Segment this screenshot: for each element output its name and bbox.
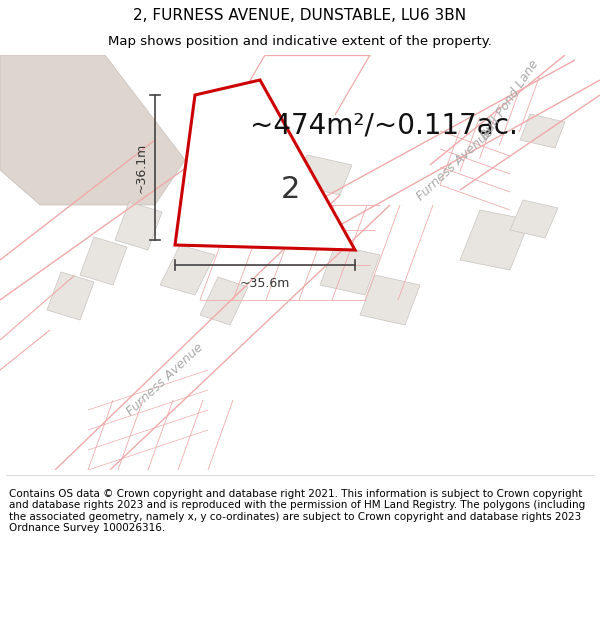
Polygon shape [47, 272, 94, 320]
Polygon shape [200, 277, 248, 325]
Text: ~35.6m: ~35.6m [240, 277, 290, 290]
Polygon shape [80, 237, 127, 285]
Text: ~36.1m: ~36.1m [135, 142, 148, 192]
Text: ~474m²/~0.117ac.: ~474m²/~0.117ac. [250, 111, 518, 139]
Text: Map shows position and indicative extent of the property.: Map shows position and indicative extent… [108, 35, 492, 48]
Text: Bull Pond Lane: Bull Pond Lane [479, 58, 541, 142]
Text: Furness Avenue: Furness Avenue [414, 126, 496, 204]
Polygon shape [0, 55, 185, 205]
Polygon shape [510, 200, 558, 238]
Polygon shape [160, 245, 215, 295]
Polygon shape [295, 155, 352, 195]
Polygon shape [460, 210, 530, 270]
Text: Contains OS data © Crown copyright and database right 2021. This information is : Contains OS data © Crown copyright and d… [9, 489, 585, 533]
Text: Furness Avenue: Furness Avenue [124, 341, 206, 419]
Polygon shape [520, 114, 565, 148]
Polygon shape [115, 202, 162, 250]
Text: 2: 2 [280, 176, 299, 204]
Polygon shape [320, 245, 380, 295]
Polygon shape [175, 80, 355, 250]
Polygon shape [360, 275, 420, 325]
Text: 2, FURNESS AVENUE, DUNSTABLE, LU6 3BN: 2, FURNESS AVENUE, DUNSTABLE, LU6 3BN [133, 8, 467, 23]
